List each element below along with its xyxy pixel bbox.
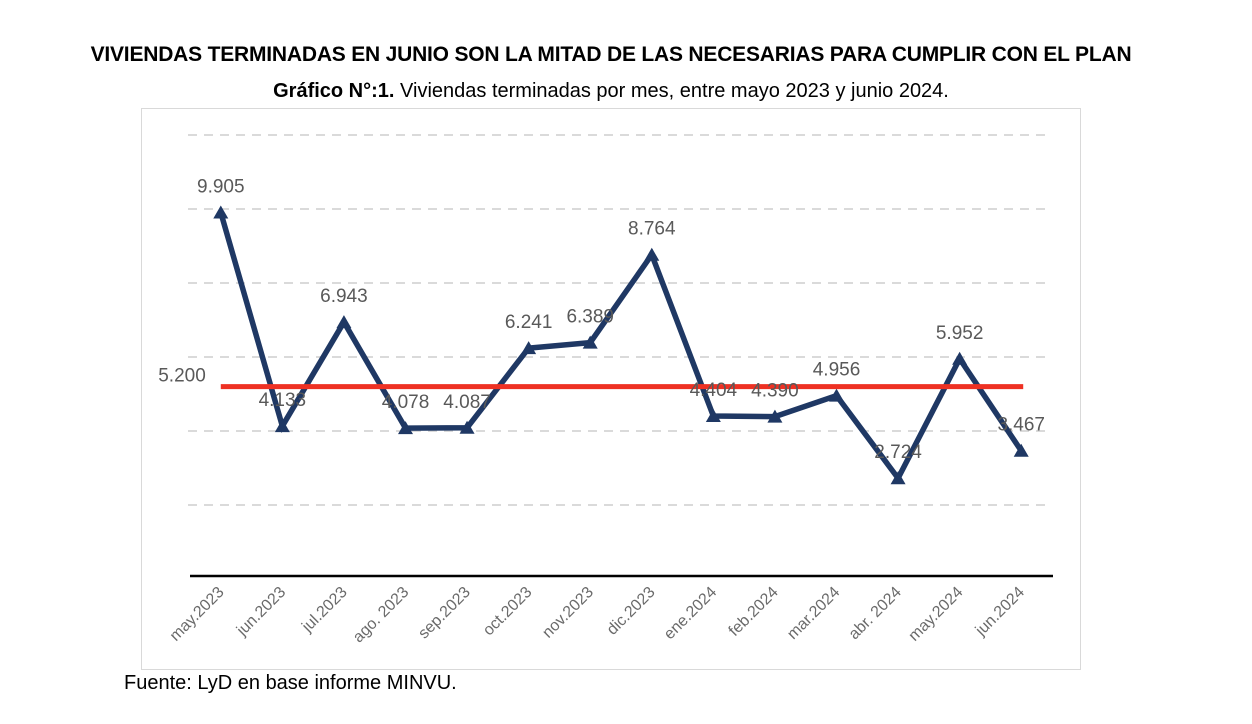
line-chart: 5.200 9.905 4.133 6.943 4.078 4.087 6.241 6.389… [158,134,1053,646]
data-point-marker [644,247,660,261]
data-point-marker [274,419,290,433]
page-title: VIVIENDAS TERMINADAS EN JUNIO SON LA MIT… [90,43,1132,66]
data-point-marker [1013,443,1029,457]
data-label: 4.404 [690,380,738,401]
x-axis-label: oct.2023 [480,584,535,639]
data-label: 8.764 [628,219,676,240]
data-point-marker [767,409,783,423]
chart-area: 5.200 9.905 4.133 6.943 4.078 4.087 6.241 6.389… [141,108,1081,670]
data-label: 6.241 [505,312,553,333]
data-point-marker [398,421,413,435]
data-point-marker [952,351,968,365]
x-axis-label: may.2023 [167,584,228,645]
x-axis-label: sep.2023 [415,584,474,643]
x-axis-label: ago. 2023 [350,584,412,646]
series-line [218,211,1024,484]
chart-subtitle-text: Viviendas terminadas por mes, entre mayo… [394,80,949,102]
data-label: 4.956 [813,360,861,381]
x-axis-label: may.2024 [906,584,967,645]
data-point-marker [582,335,598,349]
data-point-marker [705,409,721,423]
data-label: 6.389 [566,307,614,328]
data-label: 5.952 [936,323,984,344]
reference-line-label: 5.200 [158,366,206,387]
data-label: 4.133 [259,390,307,411]
x-axis-label: jul.2023 [298,584,350,636]
x-axis-label: dic.2023 [604,584,659,639]
data-label: 4.087 [443,392,491,413]
data-point-marker [890,471,906,485]
data-label: 6.943 [320,286,368,307]
data-label: 4.078 [382,392,430,413]
chart-subtitle-number: Gráfico N°:1. [273,80,395,102]
data-label: 4.390 [751,381,799,402]
data-point-marker [459,420,475,434]
data-label: 3.467 [997,415,1045,436]
x-axis-label: nov.2023 [539,584,597,642]
x-axis-label: jun.2024 [972,584,1028,640]
x-axis-label: abr. 2024 [846,584,905,643]
data-point-marker [829,388,844,402]
data-point-marker [521,341,537,355]
chart-subtitle: Gráfico N°:1. Viviendas terminadas por m… [0,80,1222,103]
data-label: 2.724 [874,442,922,463]
source-note: Fuente: LyD en base informe MINVU. [124,672,457,694]
x-axis-label: ene.2024 [661,584,720,643]
x-axis-label: mar.2024 [784,584,843,643]
data-point-marker [213,205,229,219]
x-axis-label: jun.2023 [233,584,289,640]
data-label: 9.905 [197,177,245,198]
data-point-marker [336,315,352,329]
x-axis-label: feb.2024 [726,584,782,640]
